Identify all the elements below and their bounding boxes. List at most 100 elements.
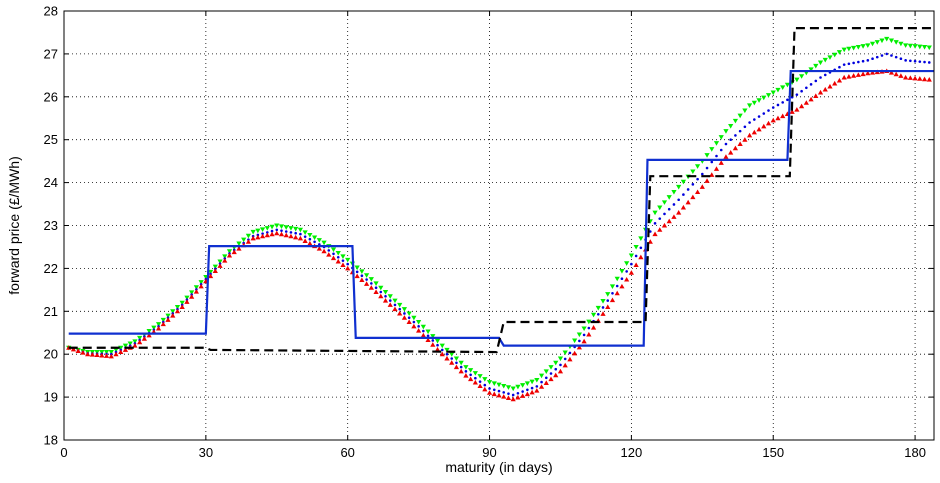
series-marker (132, 343, 138, 348)
series-marker (434, 346, 441, 352)
series-point (559, 363, 562, 367)
series-marker (364, 281, 370, 286)
series-marker (799, 74, 805, 79)
series-marker (132, 339, 138, 344)
series-marker (794, 107, 800, 112)
series-marker (893, 71, 899, 77)
series-point (464, 370, 468, 373)
series-marker (108, 350, 114, 355)
series-solid-step (68, 69, 934, 347)
series-marker (193, 285, 199, 290)
series-marker (851, 45, 857, 51)
series-marker (680, 179, 687, 185)
series-marker (288, 233, 294, 239)
series-point (738, 129, 742, 133)
series-marker (364, 273, 370, 278)
series-marker (780, 113, 786, 119)
series-marker (605, 292, 611, 297)
series-marker (548, 376, 554, 382)
series-marker (113, 351, 119, 357)
series-marker (553, 360, 559, 366)
series-marker (387, 294, 393, 299)
series-marker (146, 329, 152, 334)
series-point (634, 254, 638, 258)
x-tick-label: 0 (60, 445, 67, 460)
series-marker (690, 169, 696, 175)
series-marker (368, 277, 374, 282)
series-marker (439, 351, 445, 357)
series-marker (860, 71, 866, 77)
series-marker (212, 268, 218, 273)
series-marker (732, 145, 739, 151)
series-marker (444, 347, 450, 353)
y-axis-label: forward price (£/MWh) (6, 156, 22, 294)
series-marker (510, 396, 516, 402)
series-marker (572, 350, 578, 356)
series-marker (179, 300, 185, 306)
series-point (871, 57, 874, 61)
series-marker (482, 386, 488, 392)
series-marker (879, 38, 885, 44)
series-point (771, 106, 775, 109)
series-point (800, 89, 803, 93)
y-tick-label: 26 (44, 89, 58, 104)
series-marker (865, 70, 871, 76)
series-marker (94, 352, 100, 358)
series-marker (898, 41, 904, 47)
y-tick-label: 25 (44, 132, 58, 147)
series-marker (784, 82, 791, 88)
x-tick-label: 180 (904, 445, 926, 460)
series-marker (869, 70, 876, 75)
series-point (875, 55, 879, 59)
series-point (606, 299, 610, 302)
series-marker (789, 109, 795, 114)
series-marker (562, 362, 568, 368)
series-marker (520, 383, 526, 388)
series-marker (122, 347, 129, 352)
series-point (450, 357, 454, 360)
series-marker (212, 264, 218, 270)
series-point (497, 389, 501, 393)
y-tick-label: 21 (44, 304, 58, 319)
series-marker (694, 164, 701, 169)
series-marker (851, 73, 857, 78)
series-marker (373, 281, 379, 287)
series-marker (590, 325, 597, 330)
series-point (261, 232, 264, 235)
series-marker (416, 328, 422, 333)
series-marker (888, 70, 895, 75)
series-marker (898, 73, 904, 78)
series-marker (122, 343, 129, 349)
series-marker (538, 384, 545, 389)
series-point (748, 121, 751, 124)
series-point (677, 198, 680, 202)
series-marker (926, 45, 932, 51)
series-marker (832, 52, 838, 58)
series-marker (269, 224, 275, 230)
series-marker (638, 236, 644, 241)
series-marker (638, 254, 644, 260)
series-marker (321, 240, 327, 246)
series-point (682, 193, 685, 196)
series-marker (430, 342, 436, 347)
series-point (842, 63, 846, 66)
series-marker (397, 302, 403, 308)
series-marker (780, 85, 786, 90)
series-marker (264, 232, 270, 238)
series-marker (420, 324, 426, 330)
series-marker (94, 350, 100, 355)
series-marker (420, 332, 426, 338)
series-marker (373, 289, 379, 294)
series-marker (534, 377, 540, 383)
series-marker (174, 305, 181, 310)
series-marker (491, 391, 497, 397)
series-point (426, 334, 430, 338)
series-marker (425, 329, 431, 335)
series-marker (482, 377, 488, 382)
series-point (861, 59, 865, 63)
series-marker (241, 237, 247, 243)
series-point (431, 339, 435, 342)
series-marker (524, 381, 530, 386)
series-marker (335, 258, 341, 264)
series-marker (458, 368, 464, 374)
